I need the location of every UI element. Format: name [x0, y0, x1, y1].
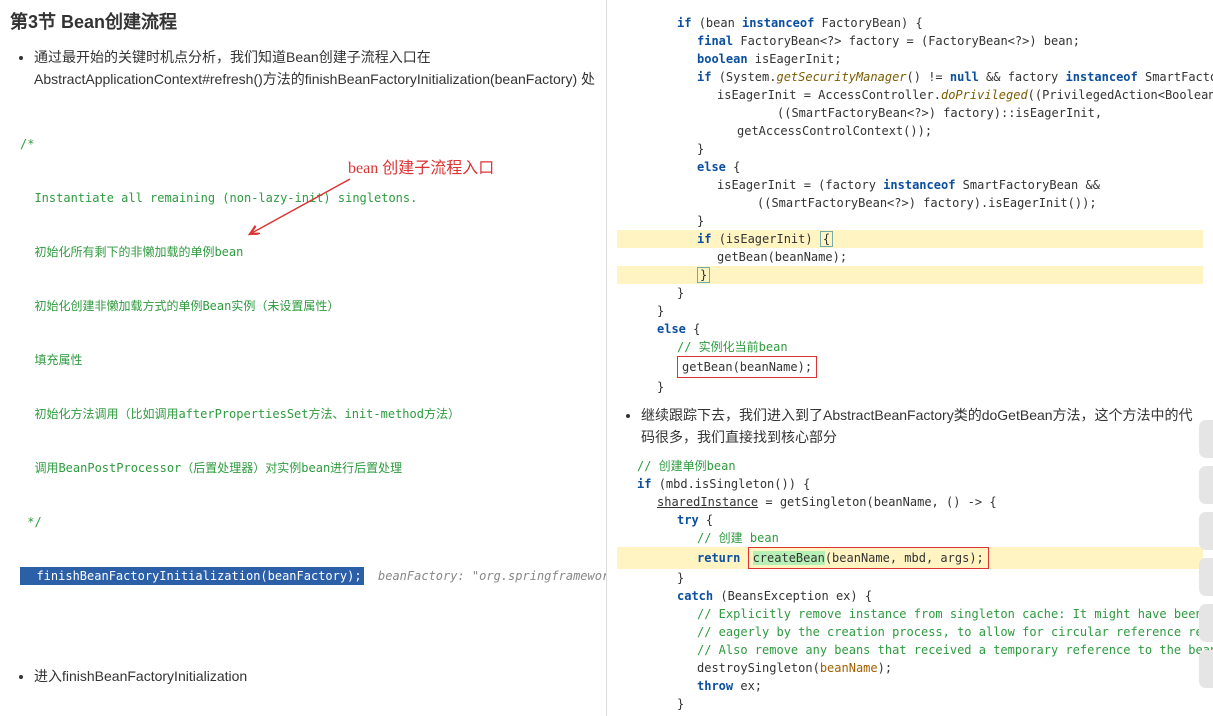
side-button[interactable]: [1199, 420, 1213, 458]
highlighted-call: finishBeanFactoryInitialization(beanFact…: [20, 567, 596, 585]
section-heading: 第3节 Bean创建流程: [10, 8, 596, 34]
code-block-1: /* Instantiate all remaining (non-lazy-i…: [10, 99, 596, 657]
annotation-label: bean 创建子流程入口: [348, 157, 494, 181]
side-button[interactable]: [1199, 512, 1213, 550]
bullet-enter: 进入finishBeanFactoryInitialization: [34, 665, 596, 687]
left-column: 第3节 Bean创建流程 通过最开始的关键时机点分析，我们知道Bean创建子流程…: [0, 0, 607, 716]
arrow-icon: [240, 174, 360, 244]
side-button[interactable]: [1199, 650, 1213, 688]
bullet-intro: 通过最开始的关键时机点分析，我们知道Bean创建子流程入口在AbstractAp…: [34, 46, 596, 91]
side-button[interactable]: [1199, 558, 1213, 596]
side-buttons: [1199, 420, 1213, 688]
code-block-2: // Stop using the temporary ClassLoader …: [10, 695, 596, 716]
side-button[interactable]: [1199, 604, 1213, 642]
right-column: if (bean instanceof FactoryBean) {final …: [607, 0, 1213, 716]
bullet-dogetbean: 继续跟踪下去，我们进入到了AbstractBeanFactory类的doGetB…: [641, 404, 1203, 449]
code-block-right-2: // 创建单例beanif (mbd.isSingleton()) {share…: [617, 457, 1203, 716]
code-block-right-1: if (bean instanceof FactoryBean) {final …: [617, 14, 1203, 396]
side-button[interactable]: [1199, 466, 1213, 504]
